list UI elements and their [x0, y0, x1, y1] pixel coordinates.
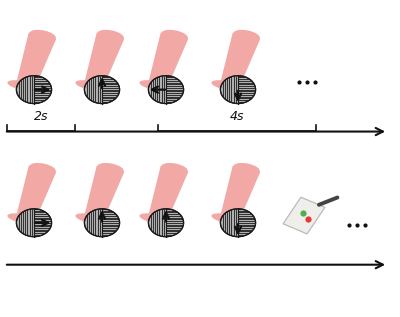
Text: 4s: 4s — [230, 110, 244, 123]
Ellipse shape — [75, 80, 112, 92]
Ellipse shape — [233, 163, 260, 175]
Ellipse shape — [233, 30, 260, 42]
Ellipse shape — [211, 80, 248, 92]
Ellipse shape — [7, 213, 44, 225]
Ellipse shape — [97, 30, 124, 42]
Circle shape — [148, 76, 184, 104]
Circle shape — [84, 76, 120, 104]
Ellipse shape — [29, 163, 56, 175]
Ellipse shape — [211, 213, 248, 225]
Ellipse shape — [75, 213, 112, 225]
Ellipse shape — [161, 163, 188, 175]
Circle shape — [16, 76, 52, 104]
Ellipse shape — [139, 213, 176, 225]
Ellipse shape — [7, 80, 44, 92]
Ellipse shape — [139, 80, 176, 92]
Polygon shape — [16, 166, 56, 221]
Circle shape — [16, 209, 52, 237]
Ellipse shape — [29, 30, 56, 42]
Circle shape — [84, 209, 120, 237]
Circle shape — [220, 209, 256, 237]
Polygon shape — [220, 166, 260, 221]
Ellipse shape — [97, 163, 124, 175]
Polygon shape — [148, 166, 188, 221]
Polygon shape — [84, 33, 124, 88]
Polygon shape — [283, 197, 325, 234]
Circle shape — [220, 76, 256, 104]
Text: 2s: 2s — [34, 110, 48, 123]
Polygon shape — [16, 33, 56, 88]
Polygon shape — [148, 33, 188, 88]
Ellipse shape — [161, 30, 188, 42]
Circle shape — [148, 209, 184, 237]
Polygon shape — [220, 33, 260, 88]
Polygon shape — [84, 166, 124, 221]
